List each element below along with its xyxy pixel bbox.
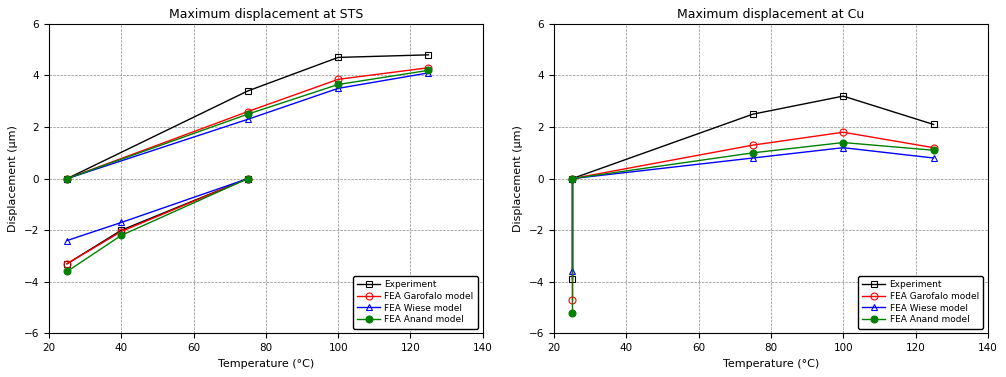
Experiment — [837, 94, 849, 98]
Line: Experiment: Experiment — [63, 51, 432, 182]
FEA Anand model — [837, 140, 849, 145]
Experiment — [928, 122, 940, 127]
FEA Anand model — [928, 148, 940, 153]
Legend: Experiment, FEA Garofalo model, FEA Wiese model, FEA Anand model: Experiment, FEA Garofalo model, FEA Wies… — [858, 276, 983, 329]
FEA Wiese model — [423, 70, 435, 75]
Line: FEA Anand model: FEA Anand model — [568, 139, 937, 182]
FEA Wiese model — [746, 156, 759, 160]
FEA Wiese model — [332, 86, 344, 90]
Experiment — [566, 176, 578, 181]
FEA Garofalo model — [928, 146, 940, 150]
FEA Garofalo model — [61, 176, 73, 181]
FEA Anand model — [423, 68, 435, 73]
Experiment — [746, 112, 759, 116]
Experiment — [61, 176, 73, 181]
Experiment — [241, 89, 254, 93]
FEA Anand model — [332, 82, 344, 87]
X-axis label: Temperature (°C): Temperature (°C) — [722, 359, 819, 369]
FEA Garofalo model — [423, 66, 435, 70]
Title: Maximum displacement at STS: Maximum displacement at STS — [169, 8, 363, 21]
Experiment — [423, 52, 435, 57]
FEA Garofalo model — [241, 109, 254, 114]
FEA Wiese model — [241, 117, 254, 121]
FEA Anand model — [566, 176, 578, 181]
FEA Garofalo model — [746, 143, 759, 147]
Line: Experiment: Experiment — [568, 93, 937, 182]
Line: FEA Garofalo model: FEA Garofalo model — [568, 129, 937, 182]
FEA Anand model — [61, 176, 73, 181]
Line: FEA Garofalo model: FEA Garofalo model — [63, 64, 432, 182]
Title: Maximum displacement at Cu: Maximum displacement at Cu — [677, 8, 864, 21]
FEA Garofalo model — [837, 130, 849, 135]
FEA Wiese model — [61, 176, 73, 181]
Y-axis label: Displacement (μm): Displacement (μm) — [8, 125, 18, 232]
Legend: Experiment, FEA Garofalo model, FEA Wiese model, FEA Anand model: Experiment, FEA Garofalo model, FEA Wies… — [353, 276, 478, 329]
FEA Wiese model — [928, 156, 940, 160]
FEA Garofalo model — [332, 77, 344, 81]
Line: FEA Wiese model: FEA Wiese model — [568, 144, 937, 182]
FEA Wiese model — [837, 146, 849, 150]
Line: FEA Anand model: FEA Anand model — [63, 67, 432, 182]
FEA Anand model — [746, 150, 759, 155]
FEA Anand model — [241, 112, 254, 116]
Line: FEA Wiese model: FEA Wiese model — [63, 69, 432, 182]
X-axis label: Temperature (°C): Temperature (°C) — [217, 359, 314, 369]
FEA Wiese model — [566, 176, 578, 181]
Experiment — [332, 55, 344, 60]
Y-axis label: Displacement (μm): Displacement (μm) — [513, 125, 523, 232]
FEA Garofalo model — [566, 176, 578, 181]
